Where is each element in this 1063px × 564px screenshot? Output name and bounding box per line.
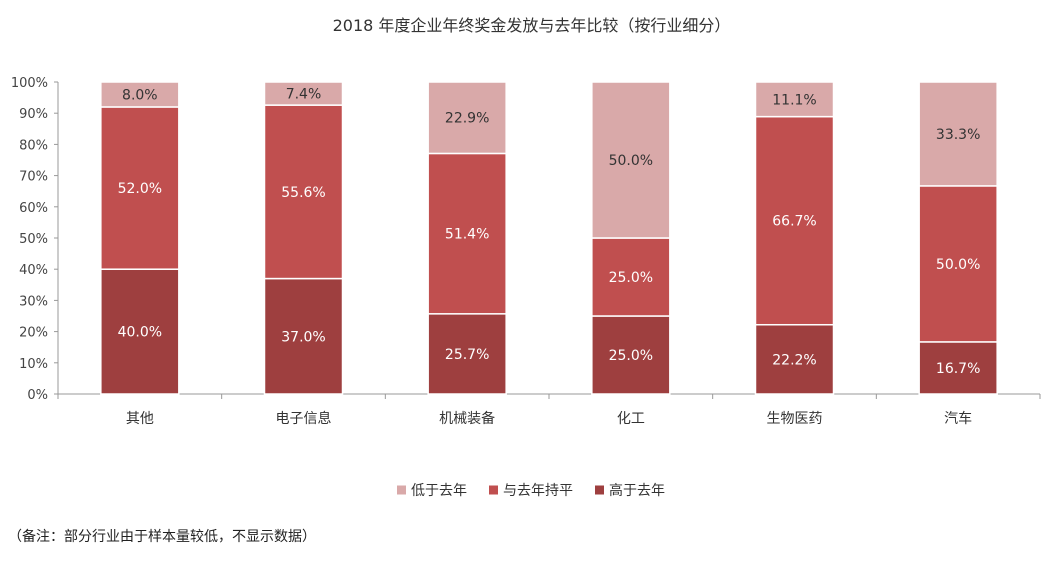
y-tick-label: 60% — [19, 201, 48, 216]
x-category-label: 化工 — [617, 411, 645, 427]
y-tick-label: 0% — [27, 388, 48, 403]
legend-label: 低于去年 — [411, 483, 467, 499]
data-label: 51.4% — [445, 227, 489, 243]
data-label: 52.0% — [118, 181, 162, 197]
axis-layer: 0% 10% 20% 30% 40% 50% 60% 70% 80% 90% 100% 其他 电子信息 机… — [11, 76, 1041, 427]
bar-segment — [100, 268, 180, 395]
bar-segment — [263, 81, 344, 106]
bar-segment — [427, 313, 507, 395]
data-label: 50.0% — [936, 257, 980, 273]
x-category-label: 其他 — [126, 411, 154, 427]
legend-swatch — [489, 485, 498, 495]
legend-swatch — [595, 485, 604, 495]
x-category-label: 汽车 — [944, 410, 972, 427]
y-tick-label: 30% — [19, 294, 48, 309]
x-category-label: 电子信息 — [276, 410, 332, 427]
y-tick-label: 20% — [19, 326, 48, 341]
data-label: 55.6% — [281, 185, 325, 201]
data-label: 11.1% — [772, 92, 816, 108]
bar-segment — [591, 237, 671, 317]
bar-layer — [100, 81, 998, 395]
label-layer: 40.0% 52.0% 8.0% 37.0% 55.6% 7.4% 25.7% 51.4% 22… — [118, 87, 981, 377]
y-tick-label: 10% — [19, 357, 48, 372]
data-label: 50.0% — [609, 153, 653, 169]
bar-segment — [918, 81, 998, 187]
data-label: 22.9% — [445, 111, 489, 127]
legend-label: 高于去年 — [609, 482, 665, 499]
data-label: 33.3% — [936, 127, 980, 143]
chart-title: 2018 年度企业年终奖金发放与去年比较（按行业细分） — [332, 16, 731, 35]
bar-segment — [591, 81, 671, 239]
data-label: 66.7% — [772, 214, 816, 230]
y-tick-label: 40% — [19, 263, 48, 278]
x-category-label: 机械装备 — [439, 410, 495, 427]
data-label: 37.0% — [281, 329, 325, 345]
bar-segment — [754, 81, 835, 118]
bar-segment — [100, 81, 180, 108]
data-label: 40.0% — [118, 325, 162, 341]
bar-segment — [427, 81, 507, 155]
y-tick-label: 80% — [19, 138, 48, 153]
bar-segment — [427, 152, 507, 315]
data-label: 8.0% — [122, 87, 158, 103]
data-label: 25.7% — [445, 347, 489, 363]
data-label: 22.2% — [772, 352, 816, 368]
footnote: （备注：部分行业由于样本量较低，不显示数据） — [8, 529, 316, 545]
bar-segment — [591, 315, 671, 395]
y-tick-label: 70% — [19, 170, 48, 185]
data-label: 25.0% — [609, 270, 653, 286]
bar-segment — [918, 185, 998, 343]
bar-segment — [263, 277, 344, 395]
data-label: 16.7% — [936, 361, 980, 377]
legend-label: 与去年持平 — [503, 483, 573, 499]
bar-segment — [100, 106, 180, 270]
x-category-label: 生物医药 — [767, 411, 823, 427]
legend-swatch — [397, 485, 406, 495]
y-tick-label: 100% — [11, 76, 48, 91]
data-label: 7.4% — [286, 87, 322, 103]
data-label: 25.0% — [609, 348, 653, 364]
bar-segment — [918, 341, 998, 395]
legend: 低于去年 与去年持平 高于去年 — [397, 482, 665, 499]
y-tick-label: 50% — [19, 232, 48, 247]
y-tick-label: 90% — [19, 107, 48, 122]
